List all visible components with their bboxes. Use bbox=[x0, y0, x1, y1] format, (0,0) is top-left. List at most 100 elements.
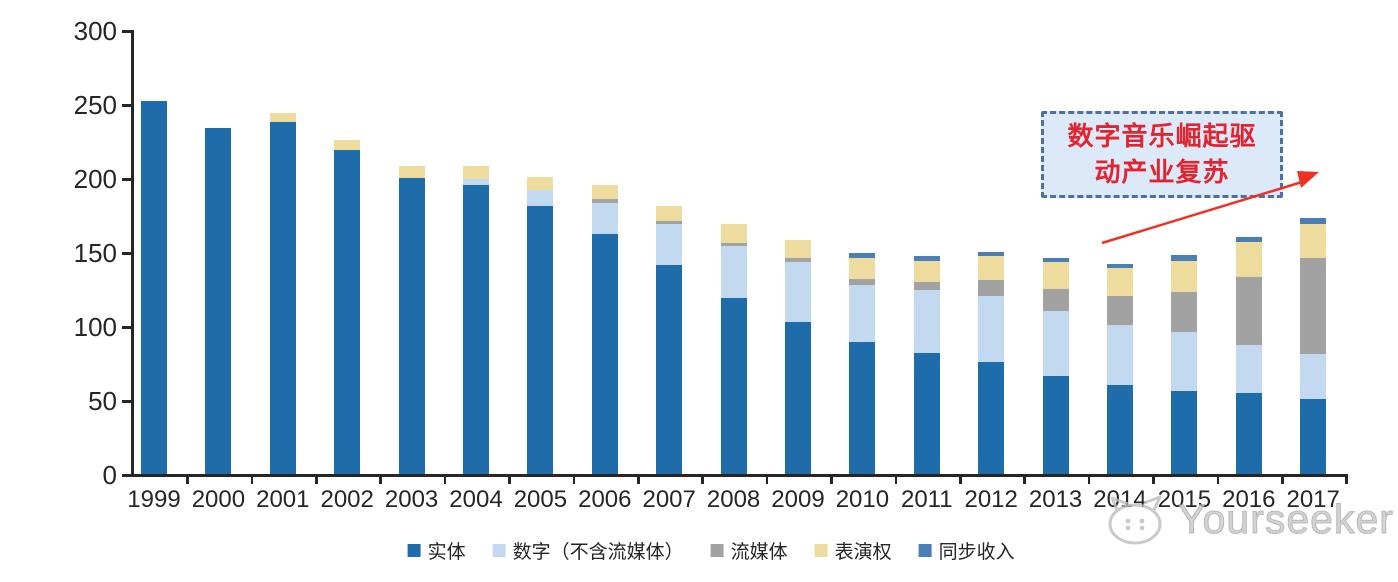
x-tick bbox=[250, 477, 254, 484]
bar-segment-2007 bbox=[656, 220, 683, 224]
bar-segment-2007 bbox=[656, 206, 683, 221]
bar-segment-2010 bbox=[849, 253, 876, 258]
y-tick-label: 250 bbox=[73, 90, 117, 120]
y-tick bbox=[122, 178, 131, 181]
legend-swatch-digital bbox=[492, 544, 506, 557]
bar-segment-2001 bbox=[269, 112, 296, 122]
y-axis bbox=[131, 30, 134, 477]
x-tick bbox=[508, 477, 511, 484]
x-tick bbox=[1087, 477, 1091, 484]
bar-segment-2004 bbox=[463, 166, 489, 180]
x-tick bbox=[1216, 477, 1220, 484]
legend-item-streaming: 流媒体 bbox=[710, 537, 788, 564]
bar-segment-2013 bbox=[1042, 289, 1069, 312]
legend-item-performance: 表演权 bbox=[814, 537, 892, 564]
x-tick-label: 2003 bbox=[384, 486, 439, 513]
legend-swatch-sync bbox=[918, 544, 932, 557]
bar-segment-2014 bbox=[1107, 385, 1133, 474]
x-tick bbox=[315, 477, 318, 484]
bar-segment-2016 bbox=[1235, 237, 1262, 242]
x-tick bbox=[894, 477, 898, 484]
bar-segment-2003 bbox=[398, 178, 425, 474]
x-tick-label: 2007 bbox=[642, 486, 696, 513]
bar-segment-2012 bbox=[978, 280, 1005, 297]
bar-segment-2017 bbox=[1300, 257, 1327, 355]
legend-swatch-performance bbox=[814, 544, 828, 557]
bar-segment-2009 bbox=[785, 262, 811, 322]
bar-segment-2016 bbox=[1235, 345, 1262, 393]
bar-segment-2007 bbox=[656, 223, 683, 266]
bar-segment-2016 bbox=[1235, 277, 1262, 346]
x-tick-label: 2004 bbox=[449, 486, 503, 513]
bar-segment-2011 bbox=[913, 352, 940, 474]
x-tick bbox=[1152, 477, 1155, 484]
x-axis bbox=[131, 474, 1349, 477]
bar-segment-2006 bbox=[591, 203, 618, 235]
legend-label-streaming: 流媒体 bbox=[730, 542, 788, 563]
legend-label-performance: 表演权 bbox=[834, 542, 892, 563]
y-tick bbox=[122, 326, 131, 329]
bar-segment-2015 bbox=[1171, 260, 1198, 292]
bar-segment-2011 bbox=[913, 256, 940, 261]
y-tick-label: 0 bbox=[102, 460, 117, 490]
bar-segment-2003 bbox=[398, 166, 425, 178]
bar-segment-2005 bbox=[527, 176, 554, 190]
bar-segment-2009 bbox=[785, 257, 811, 263]
legend-swatch-streaming bbox=[710, 544, 724, 557]
bar-segment-2009 bbox=[785, 321, 811, 474]
y-tick bbox=[122, 252, 131, 255]
bar-segment-2004 bbox=[463, 179, 489, 186]
annotation-text-line2: 动产业复苏 bbox=[1094, 156, 1230, 187]
x-tick bbox=[701, 477, 704, 484]
x-tick bbox=[186, 477, 189, 484]
legend-label-sync: 同步收入 bbox=[938, 542, 1015, 563]
chart-legend: 实体 数字（不含流媒体） 流媒体 表演权 同步收入 bbox=[407, 537, 1015, 564]
bar-segment-2017 bbox=[1300, 223, 1327, 258]
y-tick-label: 50 bbox=[88, 386, 117, 416]
bar-segment-2002 bbox=[334, 139, 361, 150]
x-tick-label: 2013 bbox=[1028, 486, 1083, 513]
bar-segment-2017 bbox=[1300, 354, 1327, 399]
bar-segment-2017 bbox=[1300, 398, 1327, 474]
bar-segment-2005 bbox=[527, 206, 554, 474]
bar-segment-2010 bbox=[849, 284, 876, 343]
bar-segment-2013 bbox=[1042, 311, 1069, 377]
bar-segment-2010 bbox=[849, 342, 876, 474]
bar-segment-2017 bbox=[1300, 217, 1327, 224]
legend-swatch-physical bbox=[407, 544, 421, 557]
bar-segment-2010 bbox=[849, 257, 876, 279]
bar-segment-2011 bbox=[913, 290, 940, 353]
x-tick-label: 2011 bbox=[900, 486, 953, 513]
bar-segment-2011 bbox=[913, 281, 940, 291]
cat-logo-icon bbox=[1108, 495, 1162, 545]
y-tick-label: 300 bbox=[73, 16, 117, 46]
bar-segment-2008 bbox=[720, 246, 747, 298]
x-tick bbox=[443, 477, 447, 484]
y-tick bbox=[122, 400, 131, 403]
x-tick-label: 2006 bbox=[578, 486, 632, 513]
bar-segment-2014 bbox=[1107, 263, 1133, 269]
x-tick bbox=[1023, 477, 1026, 484]
bar-segment-2012 bbox=[978, 296, 1005, 362]
bar-segment-1999 bbox=[141, 101, 167, 474]
bar-segment-2006 bbox=[591, 198, 618, 204]
x-tick-label: 2012 bbox=[964, 486, 1018, 513]
y-tick bbox=[122, 474, 131, 477]
bar-segment-2010 bbox=[849, 278, 876, 285]
y-tick-label: 200 bbox=[73, 164, 117, 194]
bar-segment-2006 bbox=[591, 185, 618, 199]
bar-segment-2001 bbox=[269, 121, 296, 474]
watermark-text: Yourseeker bbox=[1178, 496, 1394, 543]
y-tick-label: 100 bbox=[73, 312, 117, 342]
bar-segment-2015 bbox=[1171, 391, 1198, 474]
bar-segment-2016 bbox=[1235, 241, 1262, 278]
bar-segment-2015 bbox=[1171, 291, 1198, 332]
x-tick-label: 2017 bbox=[1286, 486, 1340, 513]
bar-segment-2016 bbox=[1235, 392, 1262, 474]
x-tick-label: 2008 bbox=[706, 486, 761, 513]
bar-segment-2002 bbox=[334, 149, 361, 474]
bar-segment-2012 bbox=[978, 252, 1005, 257]
x-tick-label: 2016 bbox=[1222, 486, 1276, 513]
legend-item-physical: 实体 bbox=[407, 537, 466, 564]
x-tick-label: 2000 bbox=[191, 486, 246, 513]
